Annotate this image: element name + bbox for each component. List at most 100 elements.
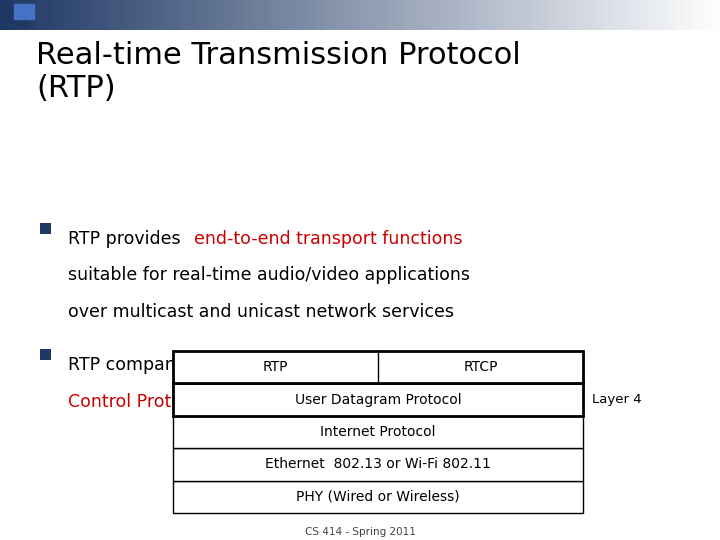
Text: suitable for real-time audio/video applications: suitable for real-time audio/video appli… (68, 266, 470, 284)
Bar (162, 0, 171, 30)
Text: RTP companion protocol –: RTP companion protocol – (68, 356, 300, 374)
Text: PHY (Wired or Wireless): PHY (Wired or Wireless) (296, 490, 460, 504)
Bar (657, 0, 666, 30)
Bar (81, 0, 90, 30)
Bar (207, 0, 216, 30)
Bar (684, 0, 693, 30)
Bar (6, 8, 29, 27)
Bar (567, 0, 576, 30)
Bar (243, 0, 252, 30)
Text: RTP provides: RTP provides (68, 230, 186, 247)
Text: Layer 4: Layer 4 (592, 393, 642, 406)
Bar (531, 0, 540, 30)
Bar (63, 0, 72, 30)
Bar (0, 0, 9, 30)
Bar (621, 0, 630, 30)
Bar (576, 0, 585, 30)
Bar (40, 223, 51, 234)
Bar (333, 0, 342, 30)
Bar (585, 0, 594, 30)
Bar (279, 0, 288, 30)
Bar (432, 0, 441, 30)
Bar (459, 0, 468, 30)
Bar (72, 0, 81, 30)
Bar (90, 0, 99, 30)
Bar (54, 0, 63, 30)
Bar (423, 0, 432, 30)
Bar (135, 0, 144, 30)
Bar (171, 0, 180, 30)
Bar (144, 0, 153, 30)
Bar (270, 0, 279, 30)
Bar (173, 481, 583, 513)
Text: over multicast and unicast network services: over multicast and unicast network servi… (68, 303, 454, 321)
Bar (216, 0, 225, 30)
Bar (666, 0, 675, 30)
Bar (40, 349, 51, 360)
Bar (360, 0, 369, 30)
Bar (342, 0, 351, 30)
Bar (603, 0, 612, 30)
Bar (486, 0, 495, 30)
Bar (315, 0, 324, 30)
Bar (558, 0, 567, 30)
Bar (378, 0, 387, 30)
Bar (351, 0, 360, 30)
Bar (639, 0, 648, 30)
Bar (288, 0, 297, 30)
Bar (189, 0, 198, 30)
Bar (9, 0, 18, 30)
Bar (173, 351, 583, 383)
Bar (711, 0, 720, 30)
Bar (648, 0, 657, 30)
Bar (234, 0, 243, 30)
Bar (108, 0, 117, 30)
Text: RTP: RTP (263, 360, 288, 374)
Bar (180, 0, 189, 30)
Bar (369, 0, 378, 30)
Bar (675, 0, 684, 30)
Bar (504, 0, 513, 30)
Bar (27, 0, 36, 30)
Bar (198, 0, 207, 30)
Bar (117, 0, 126, 30)
Text: Real-time Transport: Real-time Transport (310, 356, 481, 374)
Bar (36, 0, 45, 30)
Bar (630, 0, 639, 30)
Bar (18, 0, 27, 30)
Bar (540, 0, 549, 30)
Text: Real-time Transmission Protocol
(RTP): Real-time Transmission Protocol (RTP) (36, 40, 521, 103)
Bar (126, 0, 135, 30)
Bar (693, 0, 702, 30)
Text: CS 414 - Spring 2011: CS 414 - Spring 2011 (305, 527, 415, 537)
Bar (468, 0, 477, 30)
Bar (450, 0, 459, 30)
Bar (513, 0, 522, 30)
Text: Ethernet  802.13 or Wi-Fi 802.11: Ethernet 802.13 or Wi-Fi 802.11 (265, 457, 491, 471)
Bar (549, 0, 558, 30)
Bar (594, 0, 603, 30)
Bar (387, 0, 396, 30)
Text: Control Protocol (RTCP): Control Protocol (RTCP) (68, 393, 270, 410)
Bar (261, 0, 270, 30)
Bar (225, 0, 234, 30)
Bar (99, 0, 108, 30)
Bar (396, 0, 405, 30)
Bar (702, 0, 711, 30)
Bar (441, 0, 450, 30)
Bar (252, 0, 261, 30)
Text: end-to-end transport functions: end-to-end transport functions (194, 230, 462, 247)
Bar (45, 0, 54, 30)
Bar (324, 0, 333, 30)
Bar (297, 0, 306, 30)
Text: User Datagram Protocol: User Datagram Protocol (294, 393, 462, 407)
Text: Internet Protocol: Internet Protocol (320, 425, 436, 439)
Bar (173, 416, 583, 448)
Bar (477, 0, 486, 30)
Bar (522, 0, 531, 30)
Bar (173, 383, 583, 416)
Bar (153, 0, 162, 30)
Bar (405, 0, 414, 30)
Bar (14, 4, 34, 19)
Text: RTCP: RTCP (464, 360, 498, 374)
